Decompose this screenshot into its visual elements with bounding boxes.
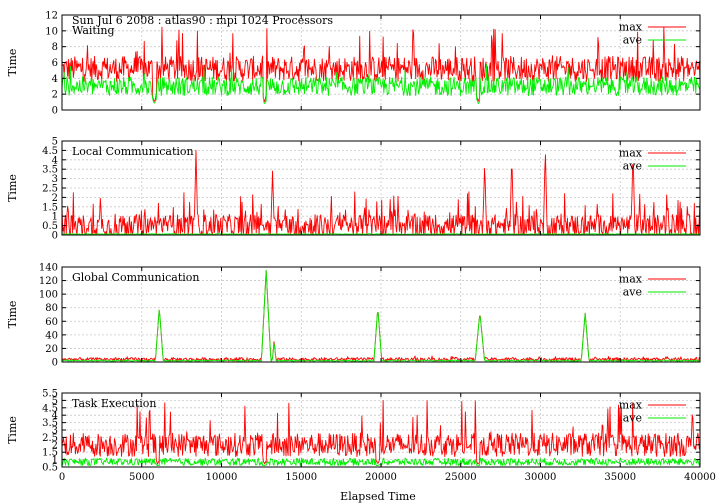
legend-label-ave: ave xyxy=(623,286,642,299)
y-tick-label: 5 xyxy=(52,137,58,148)
series-ave-line xyxy=(61,64,701,104)
panel-title: Waiting xyxy=(72,24,115,37)
panel-4: 0.511.522.533.544.555.5 0 5000 10000 15000 20… xyxy=(6,389,716,484)
y-axis-label: Time xyxy=(6,301,19,329)
y-axis-label: Time xyxy=(6,49,19,77)
legend-label-ave: ave xyxy=(623,412,642,425)
legend-label-max: max xyxy=(619,273,643,286)
y-tick-label: 0 xyxy=(52,106,58,117)
y-tick-label: 8 xyxy=(52,42,58,53)
y-tick-label: 0 xyxy=(52,358,58,369)
legend-label-ave: ave xyxy=(623,34,642,47)
y-tick-label: 3 xyxy=(52,426,58,437)
figure-title: Sun Jul 6 2008 : atlas90 : mpi 1024 Proc… xyxy=(72,14,333,27)
y-tick-label: 3.5 xyxy=(42,418,58,429)
y-tick-label: 2.5 xyxy=(42,433,58,444)
y-tick-label: 6 xyxy=(52,58,58,69)
y-tick-label: 4.5 xyxy=(42,403,58,414)
y-tick-label: 1 xyxy=(52,212,58,223)
legend-label-max: max xyxy=(619,399,643,412)
y-tick-label: 12 xyxy=(45,11,58,22)
legend-label-max: max xyxy=(619,147,643,160)
x-tick-label: 35000 xyxy=(604,472,636,483)
series-ave-line xyxy=(61,269,701,362)
y-tick-label: 2 xyxy=(52,193,58,204)
y-tick-label: 3 xyxy=(52,174,58,185)
y-tick-label: 2 xyxy=(52,90,58,101)
y-tick-label: 120 xyxy=(39,276,58,287)
y-tick-label: 4.5 xyxy=(42,146,58,157)
x-tick-label: 30000 xyxy=(525,472,557,483)
y-tick-label: 4 xyxy=(52,155,58,166)
y-tick-label: 1.5 xyxy=(42,202,58,213)
x-tick-label: 15000 xyxy=(285,472,317,483)
y-tick-label: 1 xyxy=(52,455,58,466)
y-tick-label: 2 xyxy=(52,440,58,451)
y-tick-label: 2.5 xyxy=(42,184,58,195)
legend-label-max: max xyxy=(619,21,643,34)
x-tick-label: 0 xyxy=(59,472,65,483)
x-tick-label: 25000 xyxy=(445,472,477,483)
panel-2: 00.511.522.533.544.55 Time Local Communica… xyxy=(6,137,701,242)
panel-3: 0 20 40 60 80 100 120 140 Time Global Communicati… xyxy=(6,263,701,369)
y-tick-label: 40 xyxy=(45,330,58,341)
y-tick-label: 5.5 xyxy=(42,389,58,400)
x-tick-label: 5000 xyxy=(129,472,154,483)
y-tick-label: 4 xyxy=(52,74,58,85)
y-tick-label: 10 xyxy=(45,26,58,37)
series-max-line xyxy=(61,400,701,465)
y-tick-label: 100 xyxy=(39,290,58,301)
x-tick-label: 20000 xyxy=(365,472,397,483)
y-tick-label: 0.5 xyxy=(42,463,58,474)
y-axis-label: Time xyxy=(6,174,19,202)
y-tick-label: 5 xyxy=(52,396,58,407)
y-tick-label: 80 xyxy=(45,303,58,314)
y-tick-label: 1.5 xyxy=(42,448,58,459)
x-tick-label: 10000 xyxy=(206,472,238,483)
panel-title: Task Execution xyxy=(72,397,156,410)
y-tick-label: 0 xyxy=(52,231,58,242)
legend-label-ave: ave xyxy=(623,160,642,173)
y-axis-label: Time xyxy=(6,416,19,444)
panel-title: Global Communication xyxy=(72,271,200,284)
y-tick-label: 3.5 xyxy=(42,165,58,176)
y-tick-label: 0.5 xyxy=(42,221,58,232)
panel-title: Local Communication xyxy=(72,145,194,158)
series-max-line xyxy=(61,149,701,236)
series-max-line xyxy=(61,26,701,103)
y-tick-label: 4 xyxy=(52,411,58,422)
x-tick-label: 40000 xyxy=(684,472,716,483)
y-tick-label: 140 xyxy=(39,263,58,274)
y-tick-label: 60 xyxy=(45,317,58,328)
x-axis-label: Elapsed Time xyxy=(340,490,416,503)
y-tick-label: 20 xyxy=(45,344,58,355)
